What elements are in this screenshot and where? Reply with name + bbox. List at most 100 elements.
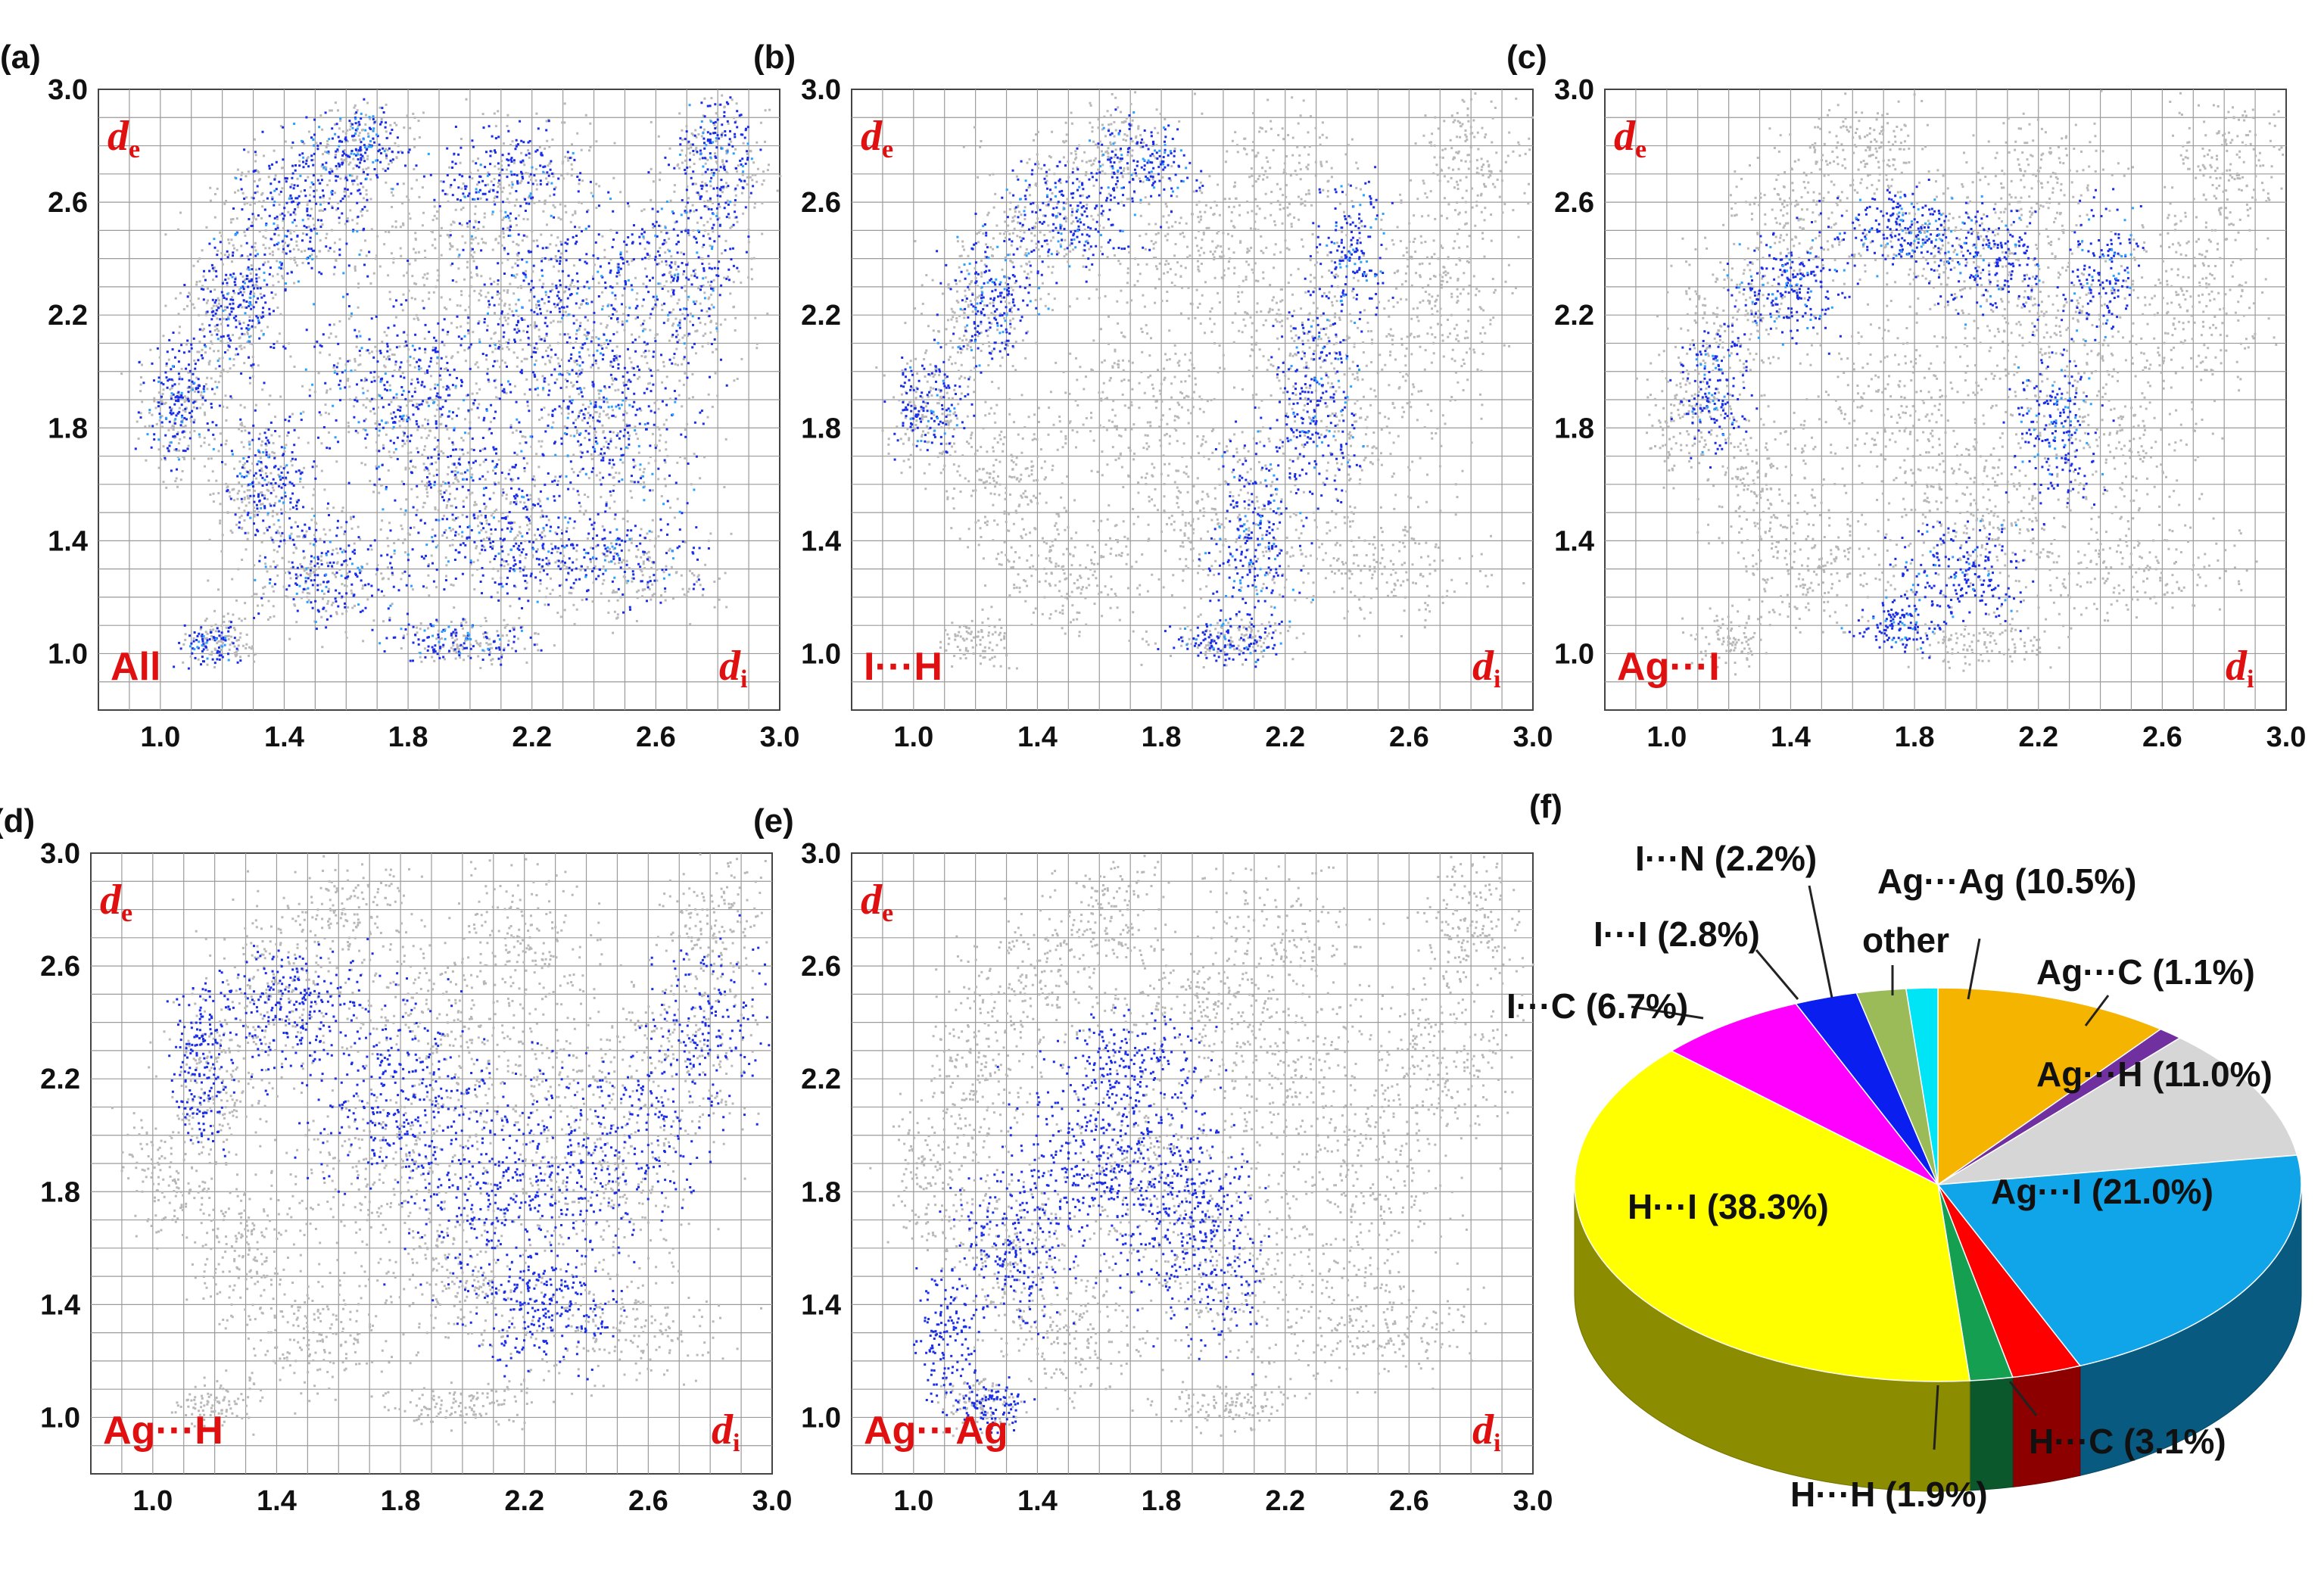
- pie-slice-label: Ag···H (11.0%): [2036, 1054, 2273, 1094]
- pie-slice-label: I···I (2.8%): [1593, 914, 1760, 954]
- y-tick-label: 2.2: [1554, 300, 1594, 332]
- y-tick-label: 1.0: [801, 638, 841, 670]
- x-tick-label: 1.8: [388, 721, 428, 753]
- pie-slice-label: I···N (2.2%): [1635, 839, 1817, 878]
- x-tick-label: 1.0: [132, 1485, 173, 1517]
- y-tick-label: 3.0: [801, 74, 841, 106]
- y-tick-label: 1.8: [801, 1176, 841, 1208]
- contact-type-label: Ag···Ag: [864, 1409, 1008, 1453]
- y-tick-label: 1.8: [40, 1176, 80, 1208]
- panel-e: 1.0 1.4 1.8 2.2 2.6 3.01.01.41.82.22.63.0(e)d…: [753, 802, 1553, 1517]
- y-tick-label: 1.4: [1554, 525, 1594, 557]
- highlight-points-blue: [166, 914, 771, 1381]
- y-tick-label: 2.2: [40, 1064, 80, 1095]
- gray-fingerprint-points: [1635, 89, 2285, 676]
- pie-slice-label: Ag···C (1.1%): [2036, 952, 2255, 992]
- contact-type-label: I···H: [864, 645, 942, 689]
- y-tick-label: 1.0: [48, 638, 88, 670]
- panel-f: (f) Ag···Ag (10.5%) Ag···C (1.1%) Ag···H (1…: [1506, 788, 2302, 1514]
- y-tick-label: 1.4: [48, 525, 88, 557]
- pie-slice-label: H···H (1.9%): [1790, 1475, 1988, 1514]
- y-tick-label: 1.0: [40, 1402, 80, 1434]
- pie-slice: [1937, 1037, 2298, 1185]
- pie-slice-label: H···I (38.3%): [1628, 1187, 1829, 1226]
- panel-tag: (e): [753, 802, 794, 839]
- y-axis-label: de: [1614, 113, 1646, 164]
- x-tick-label: 2.2: [504, 1485, 544, 1517]
- y-tick-label: 3.0: [40, 838, 80, 870]
- contact-type-label: All: [111, 645, 160, 689]
- x-tick-label: 3.0: [2266, 721, 2307, 753]
- panel-tag: (c): [1506, 39, 1547, 76]
- x-tick-label: 2.6: [1389, 1485, 1429, 1517]
- y-tick-label: 2.6: [1554, 187, 1594, 219]
- x-tick-label: 1.0: [893, 1485, 933, 1517]
- panel-tag: (a): [0, 39, 41, 76]
- pie-leader-line: [2084, 995, 2110, 1026]
- pie-side-wall: [1969, 1376, 2014, 1491]
- y-tick-label: 1.8: [801, 413, 841, 444]
- x-tick-label: 1.4: [1771, 721, 1811, 753]
- pie-slice: [1936, 1154, 2302, 1367]
- pie-slice: [1937, 987, 2162, 1186]
- panel-tag: (b): [753, 39, 796, 76]
- x-tick-label: 3.0: [752, 1485, 793, 1517]
- y-tick-label: 1.0: [1554, 638, 1594, 670]
- pie-slice: [1905, 987, 1939, 1185]
- y-tick-label: 2.6: [801, 187, 841, 219]
- pie-leader-line: [1808, 885, 1833, 998]
- pie-slice: [1574, 1050, 1971, 1382]
- panel-tag: (f): [1529, 788, 1562, 825]
- panel-d: 1.01.41.82.22.63.01.01.41.82.22.63.0(d)d…: [0, 802, 792, 1517]
- pie-leader-line: [1967, 938, 1981, 1000]
- y-axis-label: de: [107, 113, 140, 164]
- pie-slice-label: H···C (3.1%): [2029, 1422, 2226, 1461]
- y-tick-label: 2.2: [801, 300, 841, 332]
- contact-type-label: Ag···H: [103, 1409, 223, 1453]
- x-tick-label: 1.8: [1142, 1485, 1182, 1517]
- y-tick-label: 1.4: [801, 525, 841, 557]
- y-tick-label: 2.6: [801, 951, 841, 983]
- y-tick-label: 1.4: [801, 1289, 841, 1321]
- x-tick-label: 2.6: [628, 1485, 668, 1517]
- x-tick-label: 3.0: [1513, 1485, 1553, 1517]
- pie-slice-label: other: [1862, 920, 1949, 960]
- x-tick-label: 2.2: [2018, 721, 2058, 753]
- panel-a: 1.0 1.4 1.8 2.2 2.6 3.01.01.41.82.22.63.0(a)d…: [0, 39, 799, 753]
- y-tick-label: 3.0: [48, 74, 88, 106]
- panel-b: 1.0 1.4 1.8 2.2 2.6 3.01.01.41.82.22.63.0(b)d…: [753, 39, 1553, 753]
- pie-slice: [1670, 1002, 1939, 1185]
- highlight-points-blue: [134, 96, 762, 670]
- x-tick-label: 3.0: [760, 721, 800, 753]
- y-tick-label: 2.6: [40, 951, 80, 983]
- x-tick-label: 1.0: [1646, 721, 1687, 753]
- x-tick-label: 1.0: [140, 721, 180, 753]
- x-tick-label: 1.4: [257, 1485, 297, 1517]
- pie-leader-line: [1755, 949, 1799, 1000]
- y-tick-label: 1.8: [48, 413, 88, 444]
- x-tick-label: 1.8: [381, 1485, 421, 1517]
- x-axis-label: di: [1472, 643, 1500, 693]
- x-tick-label: 2.2: [512, 721, 552, 753]
- gray-fingerprint-points: [869, 855, 1534, 1438]
- pie-slice-label: Ag···I (21.0%): [1991, 1172, 2213, 1211]
- x-tick-label: 1.8: [1895, 721, 1935, 753]
- panel-tag: (d): [0, 802, 35, 839]
- y-tick-label: 3.0: [1554, 74, 1594, 106]
- pie-leader-line: [1933, 1385, 1939, 1450]
- x-tick-label: 2.6: [1389, 721, 1429, 753]
- x-tick-label: 2.6: [2142, 721, 2182, 753]
- y-tick-label: 2.2: [48, 300, 88, 332]
- x-tick-label: 1.0: [893, 721, 933, 753]
- x-tick-label: 3.0: [1513, 721, 1553, 753]
- x-tick-label: 2.2: [1265, 1485, 1305, 1517]
- x-tick-label: 1.4: [264, 721, 304, 753]
- contact-type-label: Ag···I: [1617, 645, 1720, 689]
- x-tick-label: 2.6: [636, 721, 676, 753]
- pie-slice-label: I···C (6.7%): [1506, 986, 1688, 1026]
- pie-slice-label: Ag···Ag (10.5%): [1877, 861, 2136, 901]
- y-tick-label: 2.2: [801, 1064, 841, 1095]
- y-tick-label: 1.0: [801, 1402, 841, 1434]
- y-tick-label: 2.6: [48, 187, 88, 219]
